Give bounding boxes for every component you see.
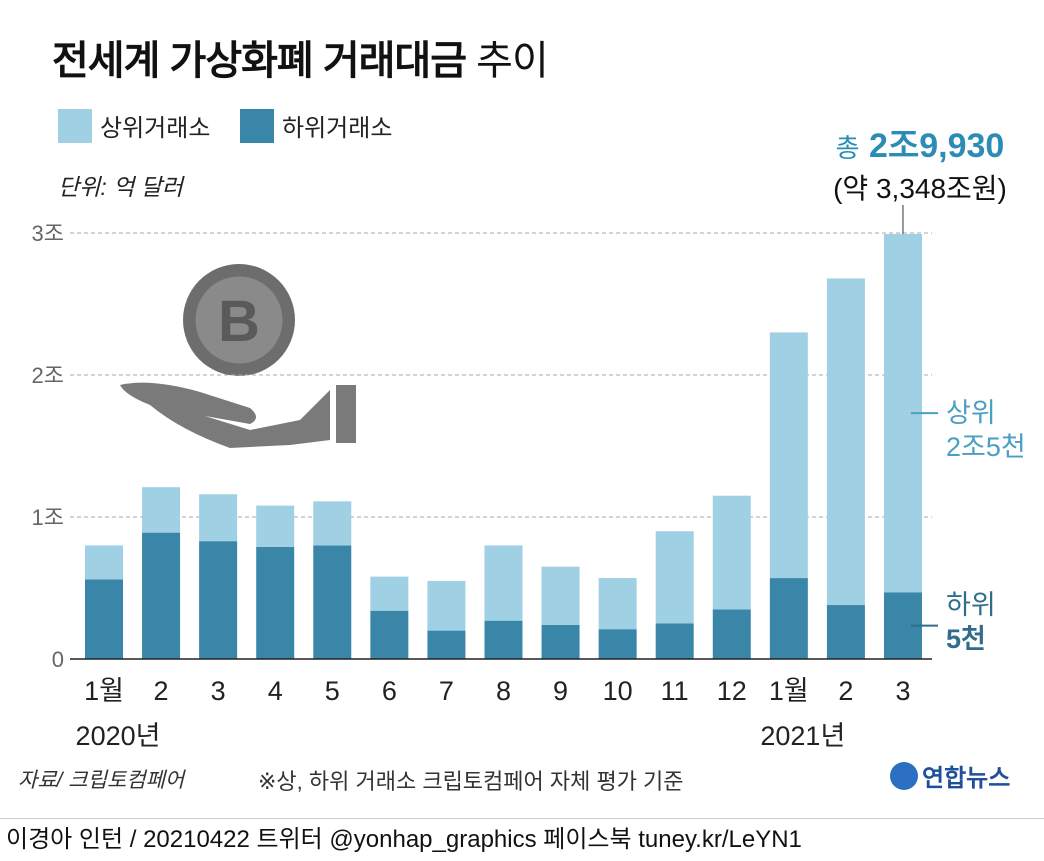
x-tick-label: 4: [268, 676, 283, 706]
bar-lower: [484, 620, 523, 659]
legend-label: 상위거래소: [100, 115, 211, 142]
source-label: 자료/ 크립토컴페어: [18, 769, 185, 792]
title-light: 추이: [476, 39, 549, 83]
bar-lower: [313, 545, 352, 659]
x-tick-label: 11: [661, 676, 689, 706]
bar-lower: [427, 630, 466, 659]
y-tick-label: 2조: [32, 363, 64, 388]
legend-upper: 상위거래소: [58, 108, 210, 143]
bar-upper: [142, 487, 181, 533]
bar-upper: [769, 332, 808, 579]
x-tick-label: 8: [496, 676, 511, 706]
y-tick-label: 3조: [32, 221, 64, 246]
bitcoin-hand-icon: B: [120, 264, 356, 448]
bar-lower: [826, 605, 865, 659]
bar-lower: [769, 578, 808, 659]
bar-lower: [199, 541, 238, 659]
credit-footer: 이경아 인턴 / 20210422 트위터 @yonhap_graphics 페…: [0, 818, 1044, 861]
total-annotation: 총 2조9,930 (약 3,348조원): [820, 118, 1020, 207]
x-tick-label: 7: [439, 676, 454, 706]
y-tick-label: 1조: [32, 505, 64, 530]
bar-upper: [256, 505, 295, 547]
x-tick-label: 6: [382, 676, 397, 706]
bar-lower: [256, 546, 295, 659]
chart-title: 전세계 가상화폐 거래대금 추이: [52, 28, 549, 86]
bar-lower: [598, 629, 637, 659]
bar-lower: [712, 609, 751, 659]
legend-swatch: [58, 108, 92, 143]
x-tick-label: 10: [603, 676, 633, 706]
total-prefix: 총: [835, 133, 860, 163]
unit-label: 단위: 억 달러: [58, 174, 183, 200]
upper-line2: 2조5천: [946, 432, 1026, 462]
x-tick-label: 1월: [84, 676, 124, 706]
bar-upper: [85, 545, 123, 580]
lower-line2: 5천: [946, 624, 986, 654]
bar-lower: [85, 579, 123, 659]
yonhap-logo: 연합뉴스: [890, 758, 1010, 793]
total-value: 2조9,930: [869, 127, 1005, 165]
title-bold: 전세계 가상화폐 거래대금: [52, 39, 467, 83]
svg-text:B: B: [218, 289, 260, 354]
year-label: 2021년: [760, 721, 845, 751]
legend-swatch: [240, 108, 274, 143]
x-tick-label: 12: [717, 676, 747, 706]
x-tick-label: 1월: [769, 676, 809, 706]
upper-annotation: 상위 2조5천: [946, 396, 1026, 464]
bar-lower: [541, 624, 580, 659]
bar-upper: [199, 494, 238, 542]
bar-upper: [826, 278, 865, 606]
bar-chart: B 0 1조 2조 3조 1월 2 3 4 5 6 7 8 9 10 11 12 1월 2 3 2020년 2021년: [32, 205, 938, 751]
bar-upper: [712, 495, 751, 610]
bar-upper: [484, 545, 523, 621]
legend-lower: 하위거래소: [240, 108, 392, 143]
footnote: ※상, 하위 거래소 크립토컴페어 자체 평가 기준: [258, 769, 684, 794]
year-label: 2020년: [76, 721, 161, 751]
x-tick-label: 5: [325, 676, 340, 706]
logo-text: 연합뉴스: [922, 765, 1011, 792]
x-tick-label: 3: [211, 676, 226, 706]
bar-upper: [313, 501, 352, 546]
bar-upper: [427, 580, 466, 631]
bar-upper: [655, 531, 694, 624]
bar-lower: [655, 623, 694, 659]
bar-upper: [598, 578, 637, 630]
x-tick-label: 9: [553, 676, 568, 706]
x-tick-label: 2: [838, 676, 853, 706]
total-sub: (약 3,348조원): [833, 173, 1007, 204]
bar-upper: [370, 576, 409, 611]
y-tick-label: 0: [52, 647, 64, 672]
logo-icon: [890, 761, 918, 790]
x-tick-label: 2: [154, 676, 169, 706]
legend-label: 하위거래소: [282, 115, 393, 142]
lower-annotation: 하위 5천: [946, 588, 996, 656]
bar-lower: [370, 610, 409, 659]
lower-line1: 하위: [946, 590, 996, 620]
bar-lower: [142, 532, 181, 659]
upper-line1: 상위: [946, 398, 996, 428]
bar-upper: [541, 566, 580, 625]
x-tick-label: 3: [895, 676, 910, 706]
